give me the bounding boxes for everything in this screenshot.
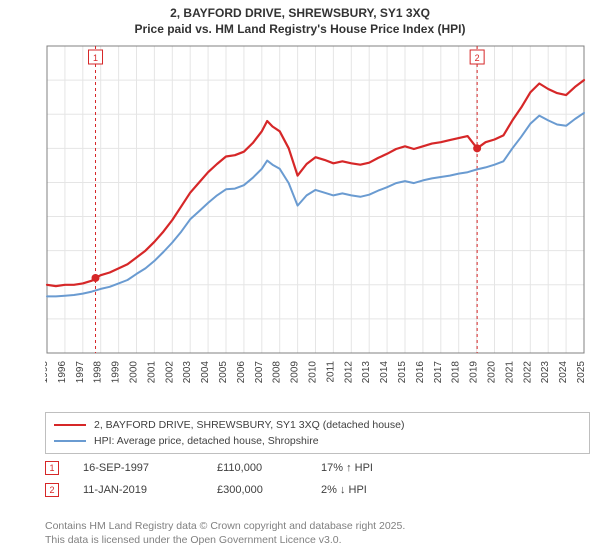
svg-text:2: 2	[475, 53, 480, 63]
svg-text:1999: 1999	[111, 361, 122, 384]
svg-text:2005: 2005	[218, 361, 229, 384]
svg-text:2014: 2014	[379, 361, 390, 384]
svg-text:1996: 1996	[57, 361, 68, 384]
svg-text:2021: 2021	[504, 361, 515, 384]
title-block: 2, BAYFORD DRIVE, SHREWSBURY, SY1 3XQ Pr…	[0, 0, 600, 36]
events-block: 1 16-SEP-1997 £110,000 17% ↑ HPI 2 11-JAN-201…	[45, 455, 590, 499]
svg-text:1: 1	[93, 53, 98, 63]
svg-text:2020: 2020	[487, 361, 498, 384]
svg-text:2001: 2001	[146, 361, 157, 384]
event-row: 1 16-SEP-1997 £110,000 17% ↑ HPI	[45, 455, 590, 477]
svg-text:2024: 2024	[558, 361, 569, 384]
title-line-2: Price paid vs. HM Land Registry's House …	[0, 22, 600, 36]
svg-text:1997: 1997	[75, 361, 86, 384]
legend-box: 2, BAYFORD DRIVE, SHREWSBURY, SY1 3XQ (d…	[45, 412, 590, 454]
svg-text:2002: 2002	[164, 361, 175, 384]
svg-text:2011: 2011	[325, 361, 336, 383]
attribution-block: Contains HM Land Registry data © Crown c…	[45, 520, 590, 547]
svg-text:2015: 2015	[397, 361, 408, 384]
svg-text:2019: 2019	[469, 361, 480, 384]
chart-svg: £0£50K£100K£150K£200K£250K£300K£350K£400…	[45, 40, 590, 405]
chart-area: £0£50K£100K£150K£200K£250K£300K£350K£400…	[45, 40, 590, 405]
svg-text:2022: 2022	[522, 361, 533, 384]
legend-row: HPI: Average price, detached house, Shro…	[54, 433, 581, 449]
svg-text:2008: 2008	[272, 361, 283, 384]
svg-text:2003: 2003	[182, 361, 193, 384]
event-price: £300,000	[217, 484, 297, 496]
svg-text:1998: 1998	[93, 361, 104, 384]
event-number-box: 2	[45, 483, 59, 497]
legend-swatch	[54, 440, 86, 442]
legend-row: 2, BAYFORD DRIVE, SHREWSBURY, SY1 3XQ (d…	[54, 417, 581, 433]
svg-text:2006: 2006	[236, 361, 247, 384]
attribution-line-2: This data is licensed under the Open Gov…	[45, 534, 590, 548]
svg-text:2023: 2023	[540, 361, 551, 384]
event-row: 2 11-JAN-2019 £300,000 2% ↓ HPI	[45, 477, 590, 499]
svg-text:2000: 2000	[129, 361, 140, 384]
svg-text:1995: 1995	[45, 361, 50, 384]
svg-text:2016: 2016	[415, 361, 426, 384]
event-date: 16-SEP-1997	[83, 462, 193, 474]
svg-text:2025: 2025	[576, 361, 587, 384]
svg-text:2010: 2010	[308, 361, 319, 384]
legend-swatch	[54, 424, 86, 426]
event-hpi: 17% ↑ HPI	[321, 462, 421, 474]
svg-text:2009: 2009	[290, 361, 301, 384]
event-price: £110,000	[217, 462, 297, 474]
legend-label: HPI: Average price, detached house, Shro…	[94, 435, 319, 447]
svg-text:2017: 2017	[433, 361, 444, 384]
chart-container: 2, BAYFORD DRIVE, SHREWSBURY, SY1 3XQ Pr…	[0, 0, 600, 560]
svg-text:2018: 2018	[451, 361, 462, 384]
event-date: 11-JAN-2019	[83, 484, 193, 496]
svg-text:2012: 2012	[343, 361, 354, 384]
attribution-line-1: Contains HM Land Registry data © Crown c…	[45, 520, 590, 534]
title-line-1: 2, BAYFORD DRIVE, SHREWSBURY, SY1 3XQ	[0, 6, 600, 20]
svg-text:2007: 2007	[254, 361, 265, 384]
legend-label: 2, BAYFORD DRIVE, SHREWSBURY, SY1 3XQ (d…	[94, 419, 404, 431]
svg-text:2004: 2004	[200, 361, 211, 384]
event-number-box: 1	[45, 461, 59, 475]
event-hpi: 2% ↓ HPI	[321, 484, 421, 496]
svg-text:2013: 2013	[361, 361, 372, 384]
